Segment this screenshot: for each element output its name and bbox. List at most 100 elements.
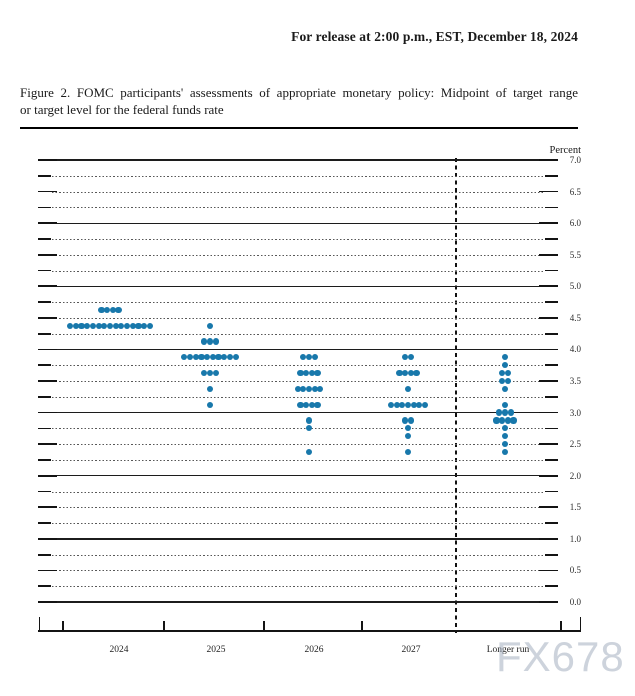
figure-caption: Figure 2. FOMC participants' assessments… <box>20 84 578 118</box>
projection-dot <box>209 354 216 361</box>
projection-dot <box>206 401 214 408</box>
watermark: FX678 <box>496 633 625 680</box>
y-tick-label: 5.5 <box>569 249 581 260</box>
y-tick-right <box>539 506 558 509</box>
y-tick-right <box>539 253 558 256</box>
projection-dot <box>305 354 313 361</box>
y-tick-left <box>38 427 51 430</box>
y-tick-left <box>38 538 57 540</box>
projection-dot <box>314 401 321 408</box>
gridline-dotted <box>52 491 544 493</box>
projection-dot <box>308 370 315 377</box>
x-axis-label: 2024 <box>109 645 129 655</box>
projection-dot <box>198 354 205 361</box>
projection-dot <box>413 370 420 377</box>
gridline-dotted <box>52 302 544 304</box>
gridline-dotted <box>52 191 544 193</box>
y-tick-right <box>545 395 558 398</box>
projection-dot <box>501 409 509 416</box>
projection-dot <box>314 370 321 377</box>
y-tick-label: 3.5 <box>569 376 581 386</box>
x-axis-line <box>38 630 581 632</box>
projection-dot <box>404 448 412 456</box>
projection-dot <box>206 370 214 377</box>
projection-dot <box>504 417 511 424</box>
longer-run-separator-line <box>454 158 457 633</box>
projection-dot <box>112 322 119 329</box>
projection-dot <box>407 354 414 361</box>
projection-dot <box>317 385 324 392</box>
gridline-solid <box>38 475 558 477</box>
y-tick-right <box>545 459 558 461</box>
y-tick-label: 1.5 <box>569 502 581 513</box>
projection-dot <box>311 385 318 392</box>
projection-dot <box>404 425 412 432</box>
projection-dot <box>181 354 188 361</box>
projection-dot <box>501 448 509 456</box>
projection-dot <box>501 362 509 369</box>
projection-dot <box>109 306 116 314</box>
projection-dot <box>399 401 406 408</box>
y-tick-label: 2.0 <box>569 470 581 481</box>
y-tick-left <box>38 348 57 351</box>
projection-dot <box>501 385 509 392</box>
projection-dot <box>206 322 214 329</box>
gridline-dotted <box>52 459 544 461</box>
projection-dot <box>387 401 394 408</box>
projection-dot <box>101 322 108 329</box>
y-axis-unit-label: Percent <box>549 145 582 156</box>
y-tick-left <box>38 174 51 177</box>
y-tick-right <box>539 190 558 193</box>
y-tick-label: 7.0 <box>569 155 581 165</box>
y-tick-left <box>38 380 57 382</box>
gridline-dotted <box>52 381 544 382</box>
y-tick-label: 0.5 <box>569 565 581 576</box>
gridline-dotted <box>52 507 544 509</box>
projection-dot <box>221 354 228 361</box>
projection-dot <box>129 322 136 329</box>
x-axis-end-tick <box>38 617 41 632</box>
figure-caption-line1: Figure 2. FOMC participants' assessments… <box>20 85 578 100</box>
projection-dot <box>300 385 307 392</box>
y-tick-right <box>539 222 558 225</box>
y-tick-left <box>38 238 51 240</box>
y-tick-left <box>38 443 57 446</box>
projection-dot <box>501 433 509 440</box>
projection-dot <box>115 306 122 314</box>
y-tick-right <box>539 348 558 351</box>
gridline-dotted <box>52 270 544 272</box>
projection-dot <box>499 370 506 377</box>
y-tick-left <box>38 553 51 556</box>
y-tick-right <box>545 364 558 367</box>
y-tick-label: 3.0 <box>569 407 581 418</box>
projection-dot <box>311 354 318 361</box>
y-tick-label: 6.5 <box>569 186 581 197</box>
y-tick-right <box>545 269 558 272</box>
y-tick-left <box>38 190 57 193</box>
y-tick-label: 6.0 <box>569 218 581 229</box>
gridline-solid <box>38 348 558 351</box>
projection-dot <box>297 370 304 377</box>
y-tick-left <box>38 222 57 225</box>
y-tick-right <box>539 285 558 288</box>
gridline-solid <box>38 538 558 540</box>
projection-dot <box>201 338 208 345</box>
projection-dot <box>232 354 239 361</box>
y-tick-left <box>38 490 51 493</box>
projection-dot <box>305 448 313 456</box>
gridline-dotted <box>52 396 544 398</box>
projection-dot <box>206 385 214 392</box>
y-tick-right <box>545 174 558 177</box>
y-tick-left <box>38 206 51 209</box>
gridline-solid <box>38 285 558 287</box>
projection-dot <box>294 385 301 392</box>
x-axis-label: Longer run <box>486 645 530 655</box>
y-tick-right <box>545 238 558 240</box>
y-tick-right <box>539 538 558 540</box>
projection-dot <box>402 370 409 377</box>
projection-dot <box>504 377 511 385</box>
y-tick-right <box>539 443 558 446</box>
projection-dot <box>493 417 500 424</box>
y-tick-right <box>539 411 558 414</box>
y-tick-right <box>539 380 558 382</box>
